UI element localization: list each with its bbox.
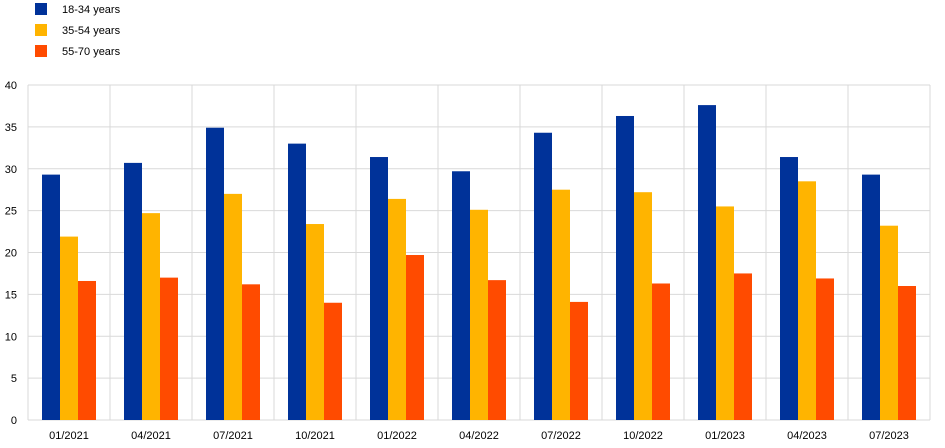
bar-3-07/2021 [242, 284, 260, 420]
y-tick-label: 15 [5, 289, 17, 301]
bar-3-10/2022 [652, 283, 670, 420]
bar-3-01/2023 [734, 273, 752, 420]
bar-1-01/2023 [698, 105, 716, 420]
bar-3-04/2023 [816, 278, 834, 420]
y-axis: 0 5 10 15 20 25 30 35 40 [5, 80, 17, 427]
legend-label-1: 18-34 years [62, 4, 121, 16]
y-tick-label: 5 [11, 373, 17, 385]
bars [42, 105, 916, 421]
bar-1-07/2021 [206, 127, 224, 421]
legend-swatch-3 [35, 45, 47, 57]
legend-label-2: 35-54 years [62, 25, 121, 37]
bar-2-07/2022 [552, 189, 570, 420]
bar-2-07/2023 [880, 225, 898, 420]
legend-swatch-1 [35, 3, 47, 15]
legend-swatch-2 [35, 24, 47, 36]
y-tick-label: 0 [11, 415, 17, 427]
x-tick-label: 04/2023 [787, 430, 827, 442]
bar-3-01/2021 [78, 280, 96, 420]
bar-1-07/2023 [862, 174, 880, 420]
bar-2-04/2021 [142, 213, 160, 420]
y-tick-label: 20 [5, 248, 17, 260]
x-tick-label: 07/2022 [541, 430, 581, 442]
x-tick-label: 01/2023 [705, 430, 745, 442]
bar-3-04/2021 [160, 277, 178, 420]
x-tick-label: 10/2022 [623, 430, 663, 442]
bar-1-10/2021 [288, 143, 306, 420]
bar-1-01/2022 [370, 157, 388, 420]
bar-2-07/2021 [224, 193, 242, 420]
y-tick-label: 35 [5, 122, 17, 134]
bar-2-10/2022 [634, 192, 652, 420]
x-tick-label: 10/2021 [295, 430, 335, 442]
y-tick-label: 10 [5, 331, 17, 343]
x-tick-label: 04/2022 [459, 430, 499, 442]
bar-1-04/2022 [452, 171, 470, 420]
x-tick-label: 01/2021 [49, 430, 89, 442]
x-axis: 01/2021 04/2021 07/2021 10/2021 01/2022 04/20… [49, 430, 909, 442]
bar-1-10/2022 [616, 115, 634, 421]
bar-3-04/2022 [488, 280, 506, 420]
bar-3-10/2021 [324, 302, 342, 420]
bar-1-04/2021 [124, 162, 142, 420]
legend-label-3: 55-70 years [62, 46, 121, 58]
bar-2-10/2021 [306, 224, 324, 420]
y-tick-label: 40 [5, 80, 17, 92]
bar-2-01/2021 [60, 236, 78, 420]
x-tick-label: 07/2021 [213, 430, 253, 442]
bar-3-01/2022 [406, 255, 424, 420]
x-tick-label: 04/2021 [131, 430, 171, 442]
bar-1-07/2022 [534, 132, 552, 421]
bar-2-04/2022 [470, 209, 488, 420]
bar-1-01/2021 [42, 174, 60, 420]
bar-3-07/2023 [898, 286, 916, 420]
bar-2-04/2023 [798, 181, 816, 420]
x-tick-label: 07/2023 [869, 430, 909, 442]
y-tick-label: 25 [5, 206, 17, 218]
bar-2-01/2023 [716, 206, 734, 420]
x-tick-label: 01/2022 [377, 430, 417, 442]
bar-3-07/2022 [570, 301, 588, 420]
y-tick-label: 30 [5, 164, 17, 176]
bar-1-04/2023 [780, 157, 798, 420]
legend: 18-34 years 35-54 years 55-70 years [35, 3, 121, 58]
bar-2-01/2022 [388, 198, 406, 420]
